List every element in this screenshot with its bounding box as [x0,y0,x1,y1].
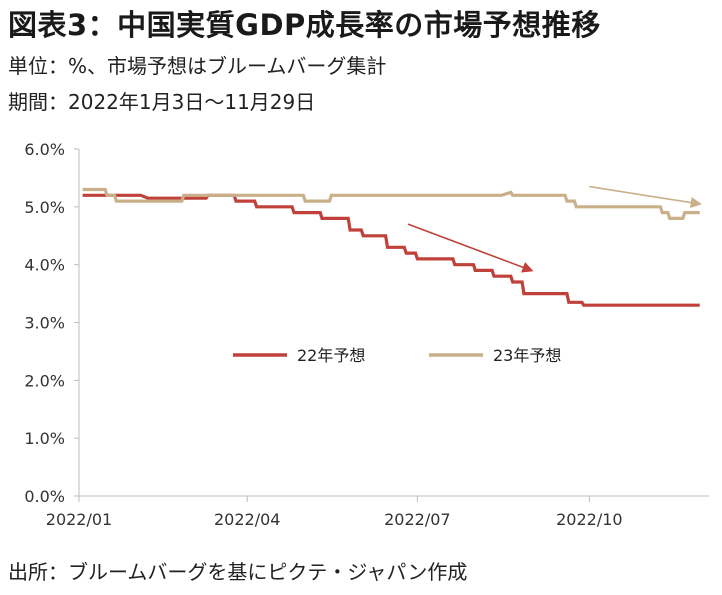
x-tick-label: 2022/10 [556,510,622,529]
x-tick-label: 2022/07 [384,510,450,529]
x-tick-label: 2022/04 [214,510,280,529]
unit-note: 単位：%、市場予想はブルームバーグ集計 [8,54,387,78]
y-tick-label: 0.0% [24,487,65,506]
legend-label-1: 22年予想 [297,346,365,365]
y-tick-label: 1.0% [24,429,65,448]
source-note: 出所：ブルームバーグを基にピクテ・ジャパン作成 [8,560,468,584]
y-tick-label: 5.0% [24,198,65,217]
y-tick-label: 3.0% [24,314,65,333]
trend-arrow-1 [407,223,534,273]
y-tick-label: 2.0% [24,371,65,390]
period-note: 期間：2022年1月3日～11月29日 [8,90,316,114]
y-tick-label: 6.0% [24,140,65,159]
y-tick-label: 4.0% [24,256,65,275]
trend-arrow-2 [589,185,702,209]
legend-label-2: 23年予想 [493,346,561,365]
series-line-22 [82,193,700,307]
series-line-23 [82,187,700,220]
x-tick-label: 2022/01 [46,510,112,529]
chart-title: 図表3：中国実質GDP成長率の市場予想推移 [8,8,601,42]
